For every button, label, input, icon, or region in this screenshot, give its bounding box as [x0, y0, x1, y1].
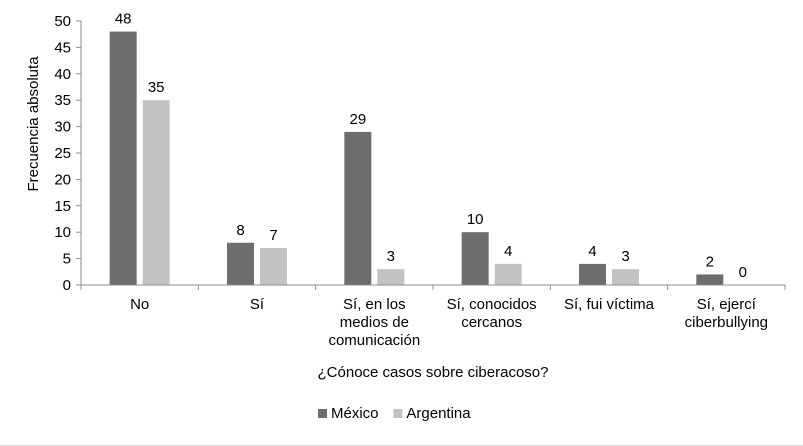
- y-tick-label: 45: [54, 39, 71, 56]
- x-tick-label: Sí, en los medios de comunicación: [328, 296, 420, 349]
- bar-m-xico: [579, 263, 606, 285]
- legend-swatch: [393, 409, 403, 418]
- bar-argentina: [377, 269, 405, 285]
- x-tick-label: No: [130, 296, 149, 313]
- bar-m-xico: [227, 242, 254, 285]
- y-tick-label: 25: [54, 145, 71, 162]
- y-axis: 0 5 10 15 20 25 30 35 40 45 50: [54, 13, 82, 294]
- data-label: 3: [387, 248, 395, 265]
- y-tick-label: 20: [54, 171, 71, 188]
- data-label: 35: [148, 79, 165, 96]
- bar-argentina: [494, 263, 522, 285]
- y-axis-title: Frecuencia absoluta: [25, 56, 42, 192]
- legend: México Argentina: [318, 405, 471, 422]
- y-tick-label: 10: [54, 224, 71, 241]
- y-tick-label: 40: [54, 66, 71, 83]
- y-tick-label: 30: [54, 119, 71, 136]
- y-tick-label: 50: [54, 13, 71, 30]
- data-label: 10: [467, 211, 484, 228]
- data-label: 4: [504, 243, 512, 260]
- bars-group: [109, 31, 724, 286]
- x-tick-label: Sí: [250, 296, 265, 313]
- x-tick-label: Sí, fui víctima: [564, 296, 655, 313]
- legend-label: México: [331, 405, 379, 422]
- data-label: 2: [706, 253, 714, 270]
- bar-argentina: [260, 248, 287, 285]
- data-label: 4: [588, 243, 596, 260]
- bar-argentina: [612, 269, 639, 285]
- legend-swatch: [318, 409, 327, 418]
- x-axis: No Sí Sí, en los medios de comunicación Sí, c…: [80, 284, 786, 349]
- y-tick-label: 0: [63, 277, 71, 294]
- data-label: 7: [269, 227, 277, 244]
- bar-m-xico: [109, 31, 137, 286]
- bar-m-xico: [344, 131, 372, 285]
- x-axis-title: ¿Cónoce casos sobre ciberacoso?: [318, 364, 549, 381]
- y-tick-label: 15: [54, 198, 71, 215]
- bar-m-xico: [696, 274, 724, 285]
- bar-m-xico: [461, 232, 489, 285]
- data-label: 48: [115, 11, 132, 28]
- y-tick-label: 35: [54, 92, 71, 109]
- data-label: 3: [621, 248, 629, 265]
- legend-label: Argentina: [406, 405, 471, 422]
- x-tick-label: Sí, ejercí ciberbullying: [685, 296, 768, 331]
- value-labels-group: 48 35 8 7 29 3 10 4 4 3 2 0: [115, 11, 747, 281]
- bar-argentina: [142, 100, 170, 285]
- data-label: 8: [236, 222, 244, 239]
- y-tick-label: 5: [63, 251, 71, 268]
- data-label: 0: [739, 264, 747, 281]
- x-tick-label: Sí, conocidos cercanos: [447, 296, 537, 331]
- data-label: 29: [349, 111, 366, 128]
